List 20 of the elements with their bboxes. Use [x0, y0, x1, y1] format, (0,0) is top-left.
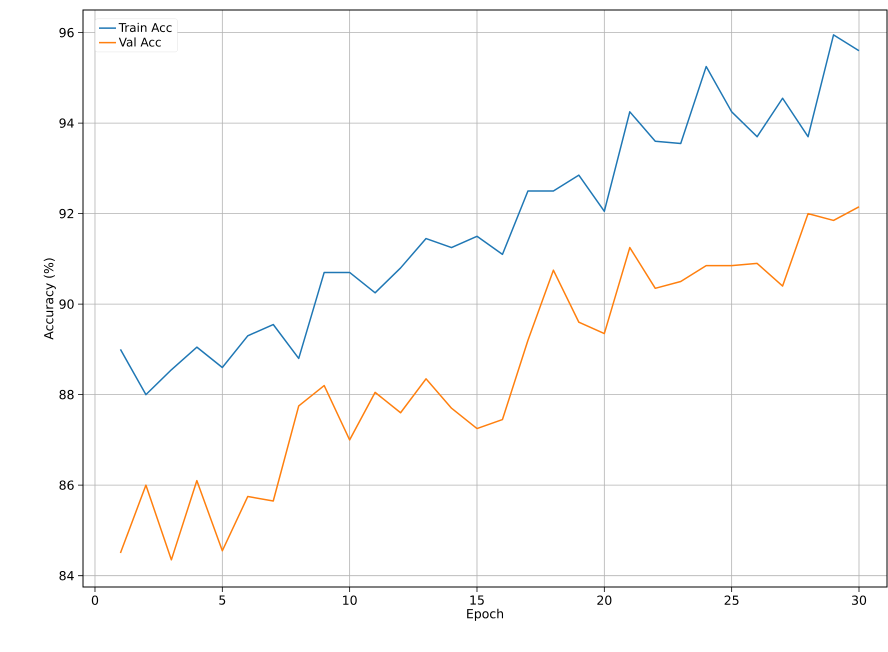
legend-label: Val Acc	[118, 37, 161, 47]
y-tick-label: 92	[59, 208, 74, 218]
line-series	[120, 206, 860, 561]
y-tick-label: 94	[59, 118, 74, 128]
y-tick-label: 88	[59, 390, 74, 400]
y-tick-label: 86	[59, 480, 74, 490]
legend-label: Train Acc	[118, 22, 172, 32]
x-tick-label: 20	[597, 595, 612, 605]
line-series	[120, 34, 860, 396]
x-tick-label: 5	[219, 596, 226, 605]
y-tick-label: 96	[59, 28, 74, 38]
x-axis-title: Epoch	[467, 608, 504, 621]
x-tick-label: 30	[852, 595, 866, 605]
x-tick-label: 0	[92, 595, 98, 605]
y-tick-label: 90	[59, 299, 74, 309]
x-tick-label: 15	[470, 596, 484, 605]
x-tick-label: 10	[343, 595, 357, 605]
x-tick-label: 25	[724, 595, 738, 605]
y-tick-label: 84	[59, 570, 74, 580]
y-axis-title: Accuracy (%)	[44, 258, 56, 340]
